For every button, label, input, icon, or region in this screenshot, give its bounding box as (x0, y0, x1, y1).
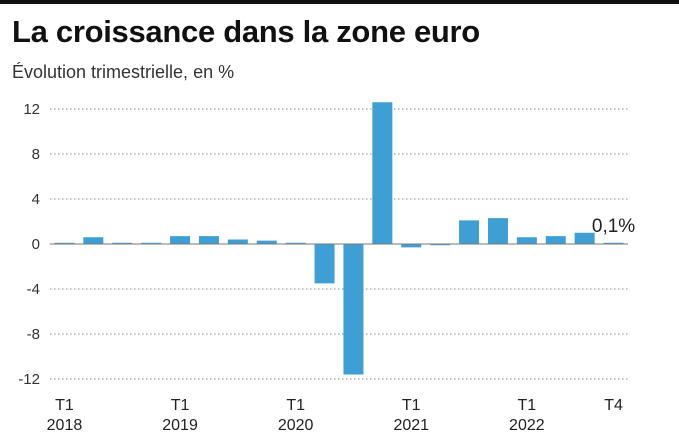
x-tick-quarter: T1 (518, 397, 537, 414)
bar (256, 240, 277, 244)
x-tick-quarter: T1 (171, 397, 190, 414)
bar (285, 242, 306, 244)
bar (574, 232, 595, 244)
x-tick-year: 2020 (278, 417, 314, 434)
top-rule (0, 0, 679, 4)
bar (372, 102, 393, 244)
chart-title: La croissance dans la zone euro (12, 14, 480, 49)
bar (487, 218, 508, 244)
y-tick-label: 12 (23, 101, 40, 118)
y-tick-label: 4 (32, 191, 40, 208)
chart-subtitle: Évolution trimestrielle, en % (12, 62, 235, 82)
bar (401, 244, 422, 248)
x-tick-quarter: T1 (55, 397, 74, 414)
y-tick-label: -8 (27, 326, 40, 343)
bar (112, 242, 133, 244)
bar (141, 242, 162, 244)
bar (54, 242, 75, 244)
y-tick-label: -4 (27, 281, 40, 298)
bar (603, 242, 624, 244)
y-tick-label: -12 (18, 371, 40, 388)
bar (343, 244, 364, 375)
bar (459, 220, 480, 244)
bar (170, 236, 191, 244)
x-tick-quarter: T1 (286, 397, 305, 414)
bar (198, 236, 219, 244)
bar (430, 244, 451, 246)
y-tick-label: 0 (32, 236, 40, 253)
bar (545, 236, 566, 244)
x-tick-quarter: T4 (604, 397, 623, 414)
y-tick-label: 8 (32, 146, 40, 163)
value-annotation: 0,1% (592, 216, 635, 237)
bar (314, 244, 335, 284)
x-tick-year: 2018 (47, 417, 83, 434)
x-tick-year: 2022 (509, 417, 545, 434)
x-tick-quarter: T1 (402, 397, 421, 414)
bar (83, 237, 104, 244)
bar (516, 237, 537, 244)
x-tick-year: 2021 (393, 417, 429, 434)
x-tick-year: 2019 (162, 417, 198, 434)
bar (227, 239, 248, 244)
